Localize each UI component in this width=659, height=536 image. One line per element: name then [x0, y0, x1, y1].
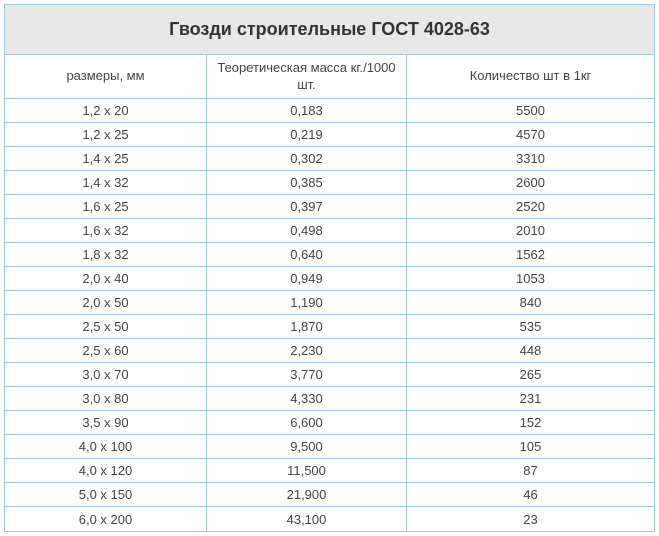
table-row: 2,5 х 501,870535: [5, 315, 654, 339]
table-row: 6,0 х 20043,10023: [5, 507, 654, 531]
table-row: 1,4 х 320,3852600: [5, 171, 654, 195]
cell-size: 1,4 х 32: [5, 171, 207, 195]
table-row: 1,4 х 250,3023310: [5, 147, 654, 171]
header-cell-count: Количество шт в 1кг: [407, 55, 654, 99]
cell-count: 23: [407, 507, 654, 531]
table-row: 1,6 х 250,3972520: [5, 195, 654, 219]
table-row: 1,2 х 250,2194570: [5, 123, 654, 147]
cell-size: 1,6 х 32: [5, 219, 207, 243]
cell-mass: 1,190: [207, 291, 407, 315]
cell-count: 3310: [407, 147, 654, 171]
cell-mass: 0,397: [207, 195, 407, 219]
table-row: 1,6 х 320,4982010: [5, 219, 654, 243]
cell-mass: 0,219: [207, 123, 407, 147]
cell-count: 2010: [407, 219, 654, 243]
nails-table: Гвозди строительные ГОСТ 4028-63 размеры…: [4, 4, 655, 532]
table-row: 1,8 х 320,6401562: [5, 243, 654, 267]
cell-count: 5500: [407, 99, 654, 123]
cell-count: 265: [407, 363, 654, 387]
cell-size: 4,0 х 120: [5, 459, 207, 483]
table-row: 4,0 х 1009,500105: [5, 435, 654, 459]
cell-size: 3,0 х 80: [5, 387, 207, 411]
cell-mass: 4,330: [207, 387, 407, 411]
cell-size: 4,0 х 100: [5, 435, 207, 459]
cell-size: 1,2 х 25: [5, 123, 207, 147]
table-row: 1,2 х 200,1835500: [5, 99, 654, 123]
table-title: Гвозди строительные ГОСТ 4028-63: [5, 5, 654, 55]
cell-count: 231: [407, 387, 654, 411]
table-row: 5,0 х 15021,90046: [5, 483, 654, 507]
cell-size: 1,8 х 32: [5, 243, 207, 267]
cell-mass: 0,302: [207, 147, 407, 171]
cell-count: 4570: [407, 123, 654, 147]
cell-count: 152: [407, 411, 654, 435]
cell-mass: 0,640: [207, 243, 407, 267]
table-row: 2,0 х 400,9491053: [5, 267, 654, 291]
table-row: 3,0 х 703,770265: [5, 363, 654, 387]
cell-mass: 2,230: [207, 339, 407, 363]
cell-mass: 11,500: [207, 459, 407, 483]
cell-count: 840: [407, 291, 654, 315]
cell-count: 1053: [407, 267, 654, 291]
cell-mass: 21,900: [207, 483, 407, 507]
cell-size: 2,0 х 40: [5, 267, 207, 291]
cell-size: 3,0 х 70: [5, 363, 207, 387]
cell-mass: 6,600: [207, 411, 407, 435]
cell-size: 1,4 х 25: [5, 147, 207, 171]
cell-count: 535: [407, 315, 654, 339]
cell-mass: 43,100: [207, 507, 407, 531]
cell-count: 46: [407, 483, 654, 507]
cell-mass: 0,949: [207, 267, 407, 291]
table-row: 2,5 х 602,230448: [5, 339, 654, 363]
cell-size: 3,5 х 90: [5, 411, 207, 435]
cell-size: 2,5 х 50: [5, 315, 207, 339]
table-row: 3,5 х 906,600152: [5, 411, 654, 435]
header-cell-size: размеры, мм: [5, 55, 207, 99]
cell-count: 448: [407, 339, 654, 363]
cell-size: 2,5 х 60: [5, 339, 207, 363]
cell-count: 2520: [407, 195, 654, 219]
cell-size: 1,2 х 20: [5, 99, 207, 123]
table-row: 4,0 х 12011,50087: [5, 459, 654, 483]
table-body: 1,2 х 200,18355001,2 х 250,21945701,4 х …: [5, 99, 654, 531]
table-row: 3,0 х 804,330231: [5, 387, 654, 411]
cell-size: 1,6 х 25: [5, 195, 207, 219]
cell-mass: 0,183: [207, 99, 407, 123]
cell-count: 2600: [407, 171, 654, 195]
cell-size: 6,0 х 200: [5, 507, 207, 531]
cell-size: 5,0 х 150: [5, 483, 207, 507]
table-row: 2,0 х 501,190840: [5, 291, 654, 315]
cell-mass: 3,770: [207, 363, 407, 387]
cell-count: 87: [407, 459, 654, 483]
cell-count: 105: [407, 435, 654, 459]
table-header-row: размеры, мм Теоретическая масса кг./1000…: [5, 55, 654, 99]
cell-mass: 9,500: [207, 435, 407, 459]
cell-mass: 0,385: [207, 171, 407, 195]
cell-mass: 1,870: [207, 315, 407, 339]
header-cell-mass: Теоретическая масса кг./1000 шт.: [207, 55, 407, 99]
cell-size: 2,0 х 50: [5, 291, 207, 315]
cell-mass: 0,498: [207, 219, 407, 243]
cell-count: 1562: [407, 243, 654, 267]
